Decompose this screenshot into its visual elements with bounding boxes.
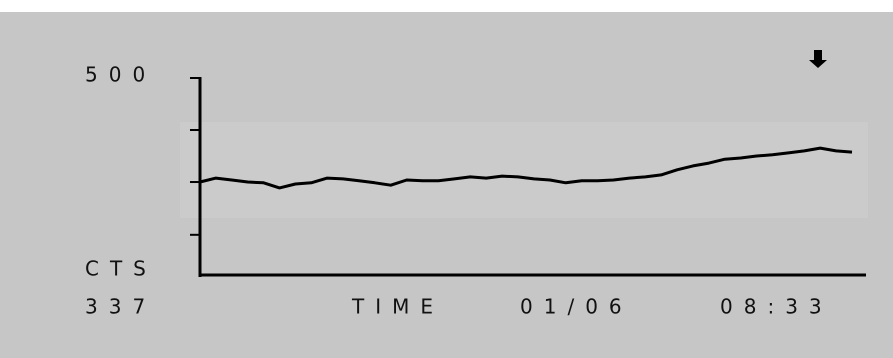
top-strip	[0, 0, 893, 12]
x-axis-label: TIME	[351, 295, 444, 319]
time: 08:33	[720, 295, 833, 319]
y-tick-label: 500	[85, 63, 156, 87]
reading: 337	[85, 295, 156, 319]
data-line	[199, 146, 853, 190]
marker-arrow	[809, 50, 827, 68]
plot-band	[180, 122, 868, 218]
date: 01/06	[520, 295, 633, 319]
y-axis-label: CTS	[85, 257, 157, 281]
